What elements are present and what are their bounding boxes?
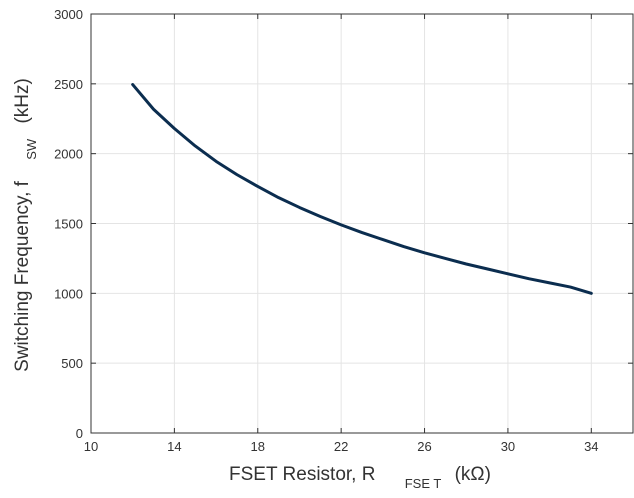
y-axis-title-subscript: SW — [24, 138, 39, 160]
series-line — [131, 83, 593, 295]
x-tick-label: 34 — [584, 439, 598, 454]
x-tick-label: 26 — [417, 439, 431, 454]
y-axis-title-unit: (kHz) — [12, 78, 33, 123]
x-tick-label: 18 — [251, 439, 265, 454]
y-axis-title-main: Switching Frequency, f — [12, 180, 33, 372]
x-tick-label: 30 — [501, 439, 515, 454]
ticks — [90, 13, 633, 434]
tick-labels: 10 14 18 22 26 30 34 0 500 1000 1500 2000 2500 3000 — [54, 7, 598, 454]
y-tick-label: 2500 — [54, 77, 83, 92]
x-axis-title-main: FSET Resistor, R — [229, 464, 375, 485]
x-tick-label: 14 — [167, 439, 181, 454]
x-tick-label: 10 — [84, 439, 98, 454]
y-tick-label: 3000 — [54, 7, 83, 22]
y-tick-label: 2000 — [54, 147, 83, 162]
y-axis-title: Switching Frequency, f SW (kHz) — [12, 78, 41, 372]
grid — [91, 14, 633, 433]
x-axis-title-subscript: FSE T — [405, 476, 442, 491]
x-axis-title: FSET Resistor, R FSE T (kΩ) — [229, 464, 491, 493]
y-tick-label: 1500 — [54, 217, 83, 232]
y-tick-label: 500 — [61, 356, 83, 371]
y-tick-label: 1000 — [54, 286, 83, 301]
x-tick-label: 22 — [334, 439, 348, 454]
y-tick-label: 0 — [76, 426, 83, 441]
x-axis-title-unit: (kΩ) — [455, 464, 491, 485]
